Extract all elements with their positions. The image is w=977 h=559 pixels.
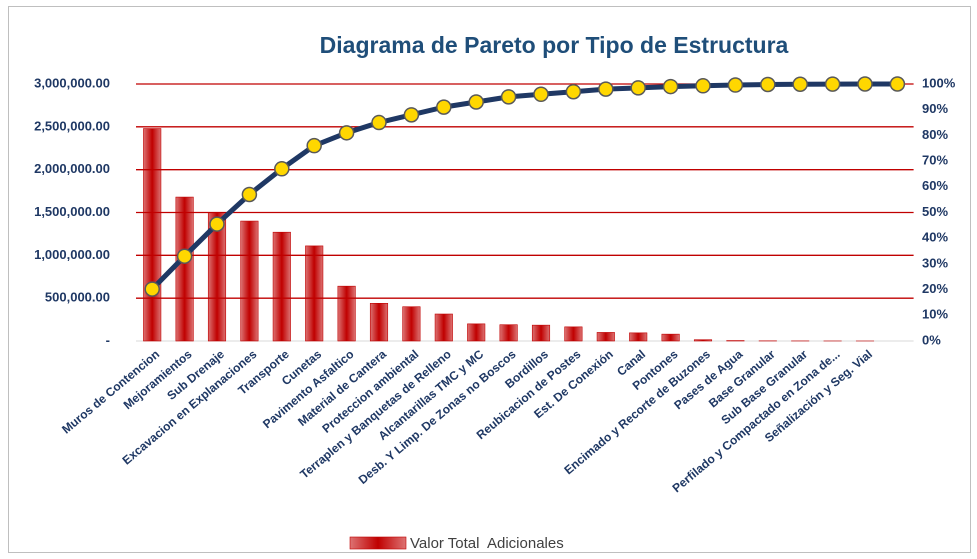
- bar: [305, 245, 324, 342]
- bar: [402, 306, 421, 342]
- y2-tick-label: 0%: [922, 332, 941, 347]
- cumulative-marker: [727, 77, 744, 93]
- cumulative-marker: [792, 76, 808, 93]
- bar: [369, 303, 389, 342]
- cumulative-marker: [889, 76, 906, 92]
- cumulative-marker: [695, 78, 711, 94]
- y2-tick-label: 80%: [922, 127, 948, 142]
- cumulative-marker: [144, 281, 160, 297]
- bar: [467, 323, 486, 342]
- bar: [629, 332, 648, 342]
- bar: [434, 313, 453, 342]
- cumulative-marker: [209, 216, 225, 232]
- cumulative-marker: [598, 81, 614, 97]
- cumulative-marker: [500, 89, 517, 105]
- bar: [596, 332, 615, 342]
- cumulative-marker: [274, 161, 290, 177]
- y2-tick-label: 20%: [922, 281, 948, 296]
- bar: [175, 196, 194, 342]
- bar: [661, 333, 680, 342]
- y2-tick-label: 30%: [922, 255, 948, 270]
- bar: [564, 326, 583, 342]
- y2-tick-label: 60%: [922, 178, 948, 193]
- cumulative-marker: [468, 94, 484, 110]
- legend-swatch: [349, 536, 407, 550]
- y-tick-label: 1,000,000.00: [34, 247, 110, 262]
- y2-tick-label: 100%: [922, 75, 956, 90]
- y2-tick-label: 10%: [922, 307, 948, 322]
- y-tick-label: -: [106, 332, 110, 347]
- y-tick-label: 500,000.00: [45, 290, 110, 305]
- y-tick-label: 1,500,000.00: [34, 204, 110, 219]
- y2-tick-label: 70%: [922, 153, 948, 168]
- cumulative-marker: [565, 83, 582, 100]
- y-tick-label: 3,000,000.00: [34, 75, 110, 90]
- bar: [240, 220, 259, 342]
- y2-tick-label: 90%: [922, 101, 948, 116]
- bar: [272, 231, 291, 342]
- bar: [337, 285, 356, 342]
- bar: [207, 212, 227, 342]
- cumulative-marker: [662, 78, 679, 95]
- bar: [499, 324, 518, 342]
- cumulative-marker: [176, 248, 193, 264]
- cumulative-marker: [760, 76, 776, 93]
- legend-label: Valor Total Adicionales: [410, 535, 564, 552]
- cumulative-marker: [436, 99, 452, 115]
- cumulative-marker: [403, 107, 420, 123]
- cumulative-marker: [533, 86, 549, 103]
- bar: [143, 128, 162, 342]
- chart-title: Diagrama de Pareto por Tipo de Estructur…: [320, 32, 789, 58]
- cumulative-marker: [371, 114, 387, 131]
- bar: [531, 324, 551, 342]
- y-tick-label: 2,500,000.00: [34, 118, 110, 133]
- bar: [693, 339, 713, 342]
- y2-tick-label: 50%: [922, 204, 948, 219]
- cumulative-marker: [241, 186, 258, 203]
- y2-tick-label: 40%: [922, 230, 948, 245]
- cumulative-marker: [630, 80, 646, 96]
- cumulative-marker: [338, 125, 355, 141]
- cumulative-marker: [306, 137, 322, 154]
- cumulative-marker: [824, 76, 841, 92]
- y-tick-label: 2,000,000.00: [34, 161, 110, 176]
- cumulative-marker: [857, 76, 873, 92]
